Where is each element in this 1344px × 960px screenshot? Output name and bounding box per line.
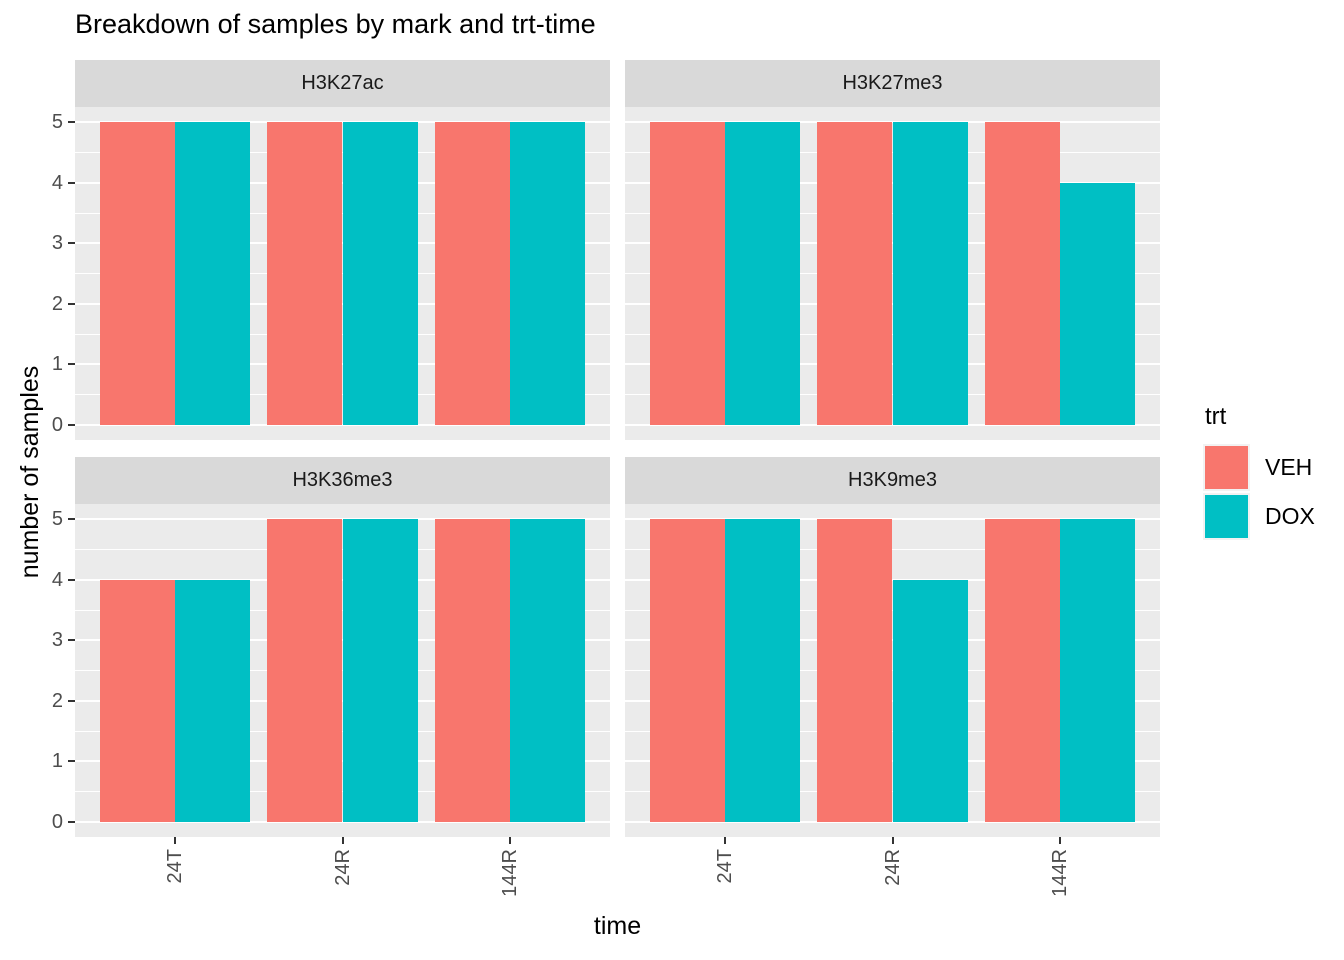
y-axis-title: number of samples — [16, 365, 44, 579]
y-tick-label: 4 — [51, 568, 63, 591]
bar-veh — [817, 122, 893, 425]
facet-strip: H3K9me3 — [625, 457, 1160, 504]
bar-veh — [100, 579, 176, 822]
x-tick — [174, 837, 177, 844]
x-tick — [1058, 837, 1061, 844]
facet-strip: H3K27me3 — [625, 60, 1160, 107]
y-tick — [68, 578, 75, 581]
facet-strip: H3K36me3 — [75, 457, 610, 504]
bar-dox — [892, 579, 968, 822]
facet-strip-label: H3K27ac — [301, 72, 384, 94]
plot-title: Breakdown of samples by mark and trt-tim… — [75, 9, 596, 39]
y-tick — [68, 121, 75, 124]
bar-dox — [1059, 519, 1135, 822]
legend-title: trt — [1205, 403, 1227, 430]
y-tick-label: 4 — [51, 171, 63, 194]
bar-veh — [817, 519, 893, 822]
y-tick — [68, 302, 75, 305]
facet-panel — [625, 107, 1160, 440]
legend-label: VEH — [1265, 454, 1313, 480]
legend-entry-veh: VEH — [1203, 444, 1343, 491]
bar-veh — [984, 122, 1060, 425]
legend-entries: VEH DOX — [1203, 444, 1343, 540]
y-tick-label: 2 — [51, 689, 63, 712]
bar-dox — [725, 122, 801, 425]
y-tick-label: 1 — [51, 750, 63, 773]
legend-swatch-veh — [1205, 446, 1248, 489]
facet-strip-label: H3K36me3 — [292, 469, 393, 491]
legend-swatch-dox — [1205, 495, 1248, 538]
bar-veh — [434, 122, 510, 425]
facet-panel — [75, 107, 610, 440]
bar-veh — [267, 122, 343, 425]
y-tick — [68, 699, 75, 702]
gridline-minor — [625, 548, 1160, 550]
bar-veh — [650, 519, 726, 822]
x-tick — [891, 837, 894, 844]
y-tick — [68, 518, 75, 521]
x-tick-label: 24T — [164, 849, 187, 884]
bar-dox — [342, 122, 418, 425]
y-tick — [68, 242, 75, 245]
legend: trt VEH DOX — [1203, 403, 1343, 542]
y-tick-label: 2 — [51, 292, 63, 315]
facet-strip: H3K27ac — [75, 60, 610, 107]
x-tick — [724, 837, 727, 844]
bar-dox — [342, 519, 418, 822]
y-tick-label: 5 — [51, 111, 63, 134]
bar-dox — [509, 122, 585, 425]
bar-veh — [100, 122, 176, 425]
bar-dox — [725, 519, 801, 822]
y-tick — [68, 820, 75, 823]
y-tick — [68, 423, 75, 426]
x-tick-label: 24R — [331, 849, 354, 886]
legend-label: DOX — [1265, 503, 1315, 529]
facet-panel — [625, 504, 1160, 837]
y-tick-label: 3 — [51, 232, 63, 255]
legend-entry-dox: DOX — [1203, 493, 1343, 540]
legend-key-dox — [1203, 493, 1250, 540]
x-tick-label: 24R — [881, 849, 904, 886]
x-tick-label: 24T — [714, 849, 737, 884]
facet-strip-label: H3K27me3 — [842, 72, 943, 94]
y-tick — [68, 181, 75, 184]
bar-dox — [175, 579, 251, 822]
x-tick-label: 144R — [498, 849, 521, 897]
y-tick-label: 0 — [51, 413, 63, 436]
y-tick-label: 3 — [51, 629, 63, 652]
y-tick — [68, 363, 75, 366]
gridline-major — [75, 423, 610, 426]
y-tick — [68, 760, 75, 763]
x-tick — [341, 837, 344, 844]
x-tick — [508, 837, 511, 844]
x-tick-label: 144R — [1048, 849, 1071, 897]
y-tick-label: 1 — [51, 353, 63, 376]
bar-veh — [434, 519, 510, 822]
bar-dox — [1059, 182, 1135, 425]
x-axis-title: time — [593, 912, 642, 940]
bar-veh — [267, 519, 343, 822]
bar-dox — [175, 122, 251, 425]
bar-dox — [892, 122, 968, 425]
legend-key-veh — [1203, 444, 1250, 491]
gridline-major — [75, 820, 610, 823]
bar-veh — [984, 519, 1060, 822]
bar-dox — [509, 519, 585, 822]
bar-veh — [650, 122, 726, 425]
facet-strip-label: H3K9me3 — [848, 469, 937, 491]
gridline-major — [625, 518, 1160, 521]
gridline-major — [625, 423, 1160, 426]
y-tick-label: 0 — [51, 810, 63, 833]
facet-panel — [75, 504, 610, 837]
gridline-major — [625, 820, 1160, 823]
y-tick — [68, 639, 75, 642]
y-tick-label: 5 — [51, 508, 63, 531]
